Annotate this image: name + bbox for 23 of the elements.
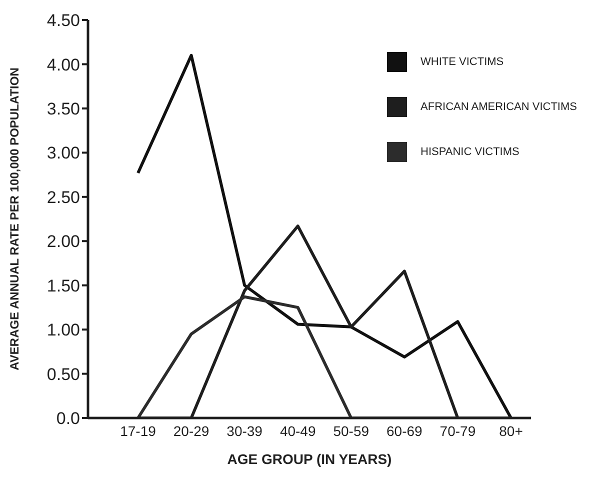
y-tick-label: 0.50 bbox=[46, 364, 80, 384]
legend-label: HISPANIC VICTIMS bbox=[420, 146, 520, 158]
legend-label: WHITE VICTIMS bbox=[420, 56, 504, 68]
x-tick-label: 20-29 bbox=[173, 422, 210, 439]
x-tick-label: 70-79 bbox=[440, 422, 476, 439]
y-tick-label: 1.00 bbox=[46, 320, 80, 340]
x-tick-label: 40-49 bbox=[280, 422, 316, 439]
y-axis-title: AVERAGE ANNUAL RATE PER 100,000 POPULATION bbox=[7, 68, 22, 370]
y-tick-label: 4.00 bbox=[46, 55, 80, 74]
y-tick-label: 2.00 bbox=[46, 232, 80, 252]
x-tick-label: 50-59 bbox=[333, 422, 370, 439]
y-tick-label: 2.50 bbox=[46, 188, 80, 207]
y-tick-label: 3.50 bbox=[46, 99, 80, 118]
x-axis-title: AGE GROUP (IN YEARS) bbox=[227, 451, 392, 467]
y-tick-label: 4.50 bbox=[46, 11, 80, 30]
legend-label: AFRICAN AMERICAN VICTIMS bbox=[420, 101, 577, 113]
x-tick-label: 80+ bbox=[499, 422, 523, 439]
x-tick-label: 60-69 bbox=[386, 422, 423, 439]
y-tick-label: 3.00 bbox=[46, 144, 80, 163]
x-tick-label: 17-19 bbox=[120, 422, 156, 439]
y-tick-label: 0.0 bbox=[56, 409, 80, 428]
y-tick-label: 1.50 bbox=[46, 276, 80, 296]
x-tick-label: 30-39 bbox=[226, 422, 263, 439]
